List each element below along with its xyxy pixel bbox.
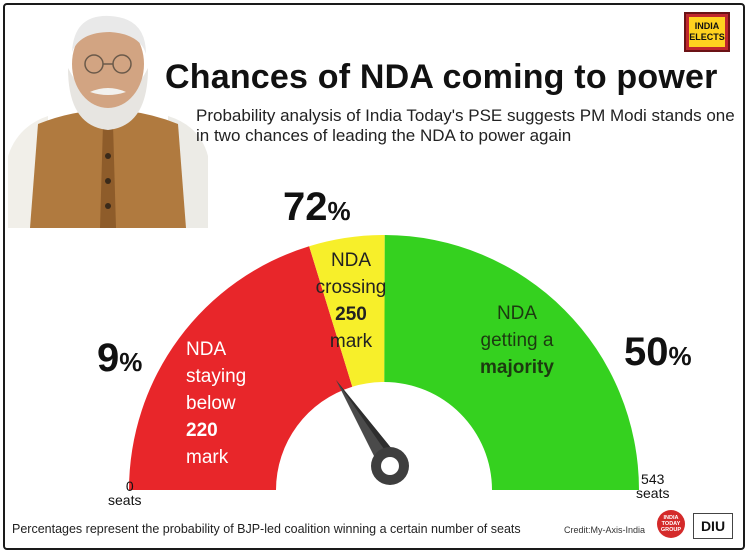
segment-label-line: staying	[186, 366, 247, 387]
india-today-logo: INDIA TODAY GROUP	[657, 510, 685, 538]
subtitle: Probability analysis of India Today's PS…	[196, 106, 735, 145]
segment-label-line: NDA	[496, 303, 538, 324]
pct-label-majority: 50%	[624, 330, 692, 374]
segment-label-majority: NDA getting a majority	[462, 300, 572, 381]
segment-label-line: 220	[186, 420, 218, 441]
segment-label-line: crossing	[315, 277, 387, 298]
segment-label-line: NDA	[186, 339, 227, 360]
gauge-needle-shade	[336, 380, 396, 454]
india-elects-logo: INDIA ELECTS	[684, 12, 730, 52]
footnote: Percentages represent the probability of…	[12, 522, 521, 536]
pct-label-below-220: 9%	[97, 336, 143, 380]
page-title: Chances of NDA coming to power	[165, 58, 718, 96]
diu-logo: DIU	[693, 513, 733, 539]
segment-label-line: getting a	[480, 330, 554, 351]
segment-label-line: mark	[186, 447, 229, 468]
scale-min-label: 0 seats	[108, 478, 142, 508]
segment-label-line: NDA	[330, 250, 372, 271]
gauge-segment-majority	[384, 235, 639, 490]
segment-label-line: mark	[329, 331, 373, 352]
scale-max-label: 543 seats	[636, 471, 670, 501]
segment-label-crossing-250: NDA crossing 250 mark	[307, 247, 395, 355]
portrait-photo	[8, 6, 208, 228]
pct-label-crossing-250: 72%	[283, 185, 351, 229]
segment-label-line: 250	[335, 304, 367, 325]
segment-label-line: below	[186, 393, 236, 414]
segment-label-line: majority	[480, 357, 554, 378]
credit-text: Credit:My-Axis-India	[564, 525, 646, 535]
gauge-segment-below_220	[129, 246, 353, 490]
gauge-hub-center	[381, 457, 399, 475]
gauge-segment-crossing_250	[309, 235, 385, 387]
segment-label-below-220: NDA staying below 220 mark	[186, 336, 246, 471]
